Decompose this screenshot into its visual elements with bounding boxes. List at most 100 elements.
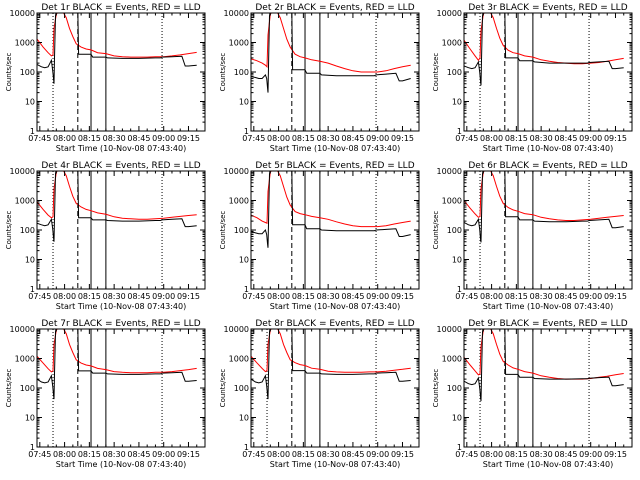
- x-tick-label: 08:30: [530, 134, 553, 143]
- y-axis-label: Counts/sec: [219, 53, 227, 92]
- x-tick-label: 09:15: [177, 134, 200, 143]
- series-events-line: [37, 329, 197, 400]
- x-tick-label: 08:00: [53, 292, 76, 301]
- x-tick-label: 08:30: [317, 134, 340, 143]
- y-tick-label: 10: [452, 414, 462, 423]
- y-axis-label: Counts/sec: [5, 53, 13, 92]
- series-events-line: [37, 13, 197, 84]
- series-events-line: [251, 171, 411, 248]
- y-tick-label: 100: [447, 384, 462, 393]
- series-lld-line: [251, 329, 411, 373]
- x-axis-label: Start Time (10-Nov-08 07:43:40): [483, 460, 613, 469]
- x-tick-label: 09:15: [604, 134, 627, 143]
- y-tick-label: 1000: [15, 197, 35, 206]
- y-axis-label: Counts/sec: [5, 211, 13, 250]
- y-tick-label: 1: [457, 285, 462, 294]
- x-tick-label: 09:00: [366, 134, 389, 143]
- y-axis-label: Counts/sec: [219, 369, 227, 408]
- x-tick-label: 08:30: [317, 450, 340, 459]
- y-tick-label: 10000: [224, 9, 249, 18]
- x-tick-label: 07:45: [455, 450, 478, 459]
- x-tick-label: 08:15: [78, 134, 101, 143]
- x-tick-label: 09:15: [391, 134, 414, 143]
- y-tick-label: 10000: [437, 167, 462, 176]
- x-tick-label: 09:00: [366, 450, 389, 459]
- x-tick-label: 08:00: [480, 450, 503, 459]
- panel-title: Det 5r BLACK = Events, RED = LLD: [255, 161, 414, 171]
- x-tick-label: 08:00: [480, 134, 503, 143]
- series-lld-line: [464, 329, 624, 380]
- x-tick-label: 08:45: [341, 292, 364, 301]
- y-tick-label: 1000: [15, 355, 35, 364]
- x-tick-label: 09:00: [152, 292, 175, 301]
- panel-title: Det 8r BLACK = Events, RED = LLD: [255, 319, 414, 329]
- x-tick-label: 08:00: [267, 292, 290, 301]
- detector-panel-2: Det 2r BLACK = Events, RED = LLD 1 10 100 10…: [219, 3, 420, 153]
- x-tick-label: 08:30: [530, 450, 553, 459]
- x-tick-label: 08:15: [78, 450, 101, 459]
- y-tick-label: 10000: [224, 325, 249, 334]
- y-axis-label: Counts/sec: [219, 211, 227, 250]
- x-tick-label: 08:30: [317, 292, 340, 301]
- y-tick-label: 10: [452, 98, 462, 107]
- x-tick-label: 07:45: [242, 450, 265, 459]
- panel-title: Det 7r BLACK = Events, RED = LLD: [41, 319, 200, 329]
- x-axis-label: Start Time (10-Nov-08 07:43:40): [483, 302, 613, 311]
- x-tick-label: 08:15: [292, 292, 315, 301]
- series-lld-line: [464, 171, 624, 221]
- y-tick-label: 100: [20, 226, 35, 235]
- detector-panel-7: Det 7r BLACK = Events, RED = LLD 1 10 100 10…: [5, 319, 206, 469]
- y-tick-label: 10: [25, 98, 35, 107]
- y-tick-label: 100: [234, 226, 249, 235]
- y-tick-label: 1000: [229, 197, 249, 206]
- y-tick-label: 100: [20, 68, 35, 77]
- series-events-line: [464, 329, 624, 402]
- y-tick-label: 1: [244, 127, 249, 136]
- series-events-line: [251, 13, 411, 93]
- x-tick-label: 08:15: [505, 134, 528, 143]
- plot-frame: [250, 328, 420, 448]
- x-tick-label: 07:45: [28, 134, 51, 143]
- x-axis-label: Start Time (10-Nov-08 07:43:40): [270, 302, 400, 311]
- y-axis-label: Counts/sec: [5, 369, 13, 408]
- series-events-line: [251, 329, 411, 400]
- y-tick-label: 1: [457, 127, 462, 136]
- y-tick-label: 1: [30, 127, 35, 136]
- detector-panel-5: Det 5r BLACK = Events, RED = LLD 1 10 100 10…: [219, 161, 420, 311]
- x-tick-label: 08:45: [127, 450, 150, 459]
- x-tick-label: 08:15: [292, 450, 315, 459]
- x-tick-label: 07:45: [28, 450, 51, 459]
- x-tick-label: 07:45: [455, 292, 478, 301]
- detector-panel-6: Det 6r BLACK = Events, RED = LLD 1 10 100 10…: [432, 161, 633, 311]
- x-axis-label: Start Time (10-Nov-08 07:43:40): [56, 302, 186, 311]
- x-tick-label: 08:15: [78, 292, 101, 301]
- y-tick-label: 10000: [10, 9, 35, 18]
- y-tick-label: 1: [244, 285, 249, 294]
- x-tick-label: 08:45: [554, 292, 577, 301]
- x-tick-label: 09:15: [177, 450, 200, 459]
- x-tick-label: 08:15: [505, 292, 528, 301]
- x-tick-label: 08:45: [554, 450, 577, 459]
- series-lld-line: [37, 13, 197, 58]
- x-tick-label: 07:45: [28, 292, 51, 301]
- y-tick-label: 10000: [437, 9, 462, 18]
- x-tick-label: 09:15: [391, 450, 414, 459]
- x-tick-label: 09:00: [579, 134, 602, 143]
- y-axis-label: Counts/sec: [432, 211, 440, 250]
- x-tick-label: 09:00: [579, 292, 602, 301]
- y-tick-label: 10000: [10, 167, 35, 176]
- y-tick-label: 10000: [437, 325, 462, 334]
- x-tick-label: 09:15: [604, 292, 627, 301]
- x-axis-label: Start Time (10-Nov-08 07:43:40): [270, 460, 400, 469]
- series-lld-line: [37, 171, 197, 220]
- panel-title: Det 2r BLACK = Events, RED = LLD: [255, 3, 414, 13]
- x-tick-label: 08:00: [267, 134, 290, 143]
- y-tick-label: 10: [25, 414, 35, 423]
- y-axis-label: Counts/sec: [432, 53, 440, 92]
- series-lld-line: [251, 171, 411, 228]
- x-tick-label: 09:00: [152, 450, 175, 459]
- y-tick-label: 10000: [224, 167, 249, 176]
- x-tick-label: 09:00: [152, 134, 175, 143]
- y-tick-label: 100: [234, 384, 249, 393]
- plot-frame: [36, 328, 206, 448]
